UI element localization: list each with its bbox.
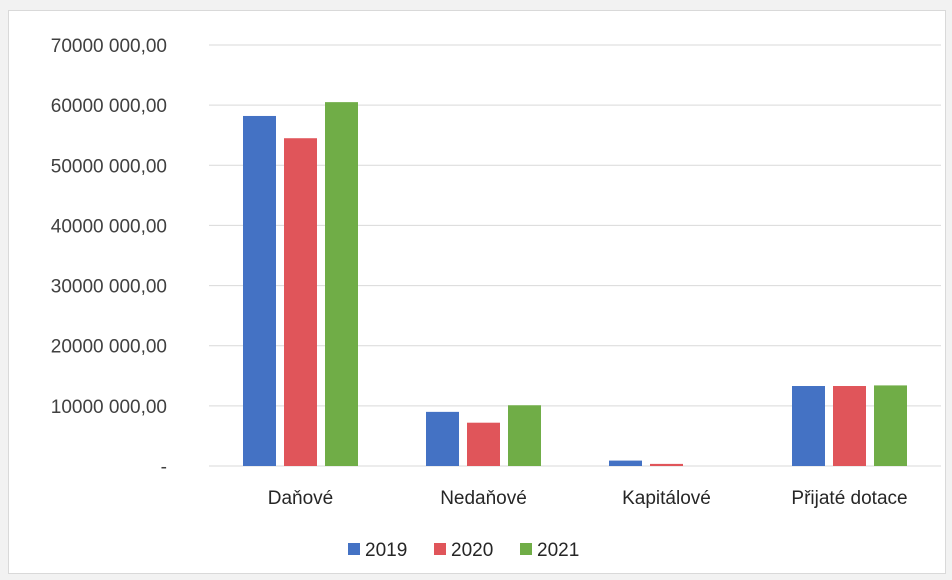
chart-frame: - 10000 000,00 20000 000,00 30000 000,00 400…: [8, 10, 946, 574]
bar-2020-4: [833, 386, 866, 466]
bar-2021-1: [325, 102, 358, 466]
bar-2021-4: [874, 385, 907, 466]
y-tick-label: 70000 000,00: [51, 36, 167, 57]
category-label: Přijaté dotace: [791, 488, 907, 509]
y-tick-label: 20000 000,00: [51, 337, 167, 358]
y-tick-label: 50000 000,00: [51, 156, 167, 177]
bar-chart: - 10000 000,00 20000 000,00 30000 000,00 400…: [51, 36, 941, 561]
legend-swatch-2021: [520, 543, 532, 555]
bar-2019-1: [243, 115, 276, 467]
bar-2021-2: [508, 405, 541, 466]
legend-label-2020: 2020: [451, 540, 493, 561]
x-axis-category-labels: Daňové Nedaňové Kapitálové Přijaté dotace: [268, 488, 908, 509]
bar-2020-2: [467, 422, 500, 466]
bar-2019-2: [426, 411, 459, 466]
y-tick-label: 60000 000,00: [51, 96, 167, 117]
bar-2020-3: [650, 463, 683, 466]
legend-label-2019: 2019: [365, 540, 407, 561]
gridlines: [209, 44, 941, 467]
category-label: Daňové: [268, 488, 334, 509]
bar-2020-1: [284, 138, 317, 466]
y-axis-tick-labels: - 10000 000,00 20000 000,00 30000 000,00 400…: [51, 36, 167, 478]
category-label: Kapitálové: [622, 488, 711, 509]
y-tick-label: 40000 000,00: [51, 216, 167, 237]
y-tick-label: 10000 000,00: [51, 397, 167, 418]
y-tick-label: 30000 000,00: [51, 277, 167, 298]
category-label: Nedaňové: [440, 488, 527, 509]
legend: 2019 2020 2021: [348, 540, 579, 561]
legend-swatch-2020: [434, 543, 446, 555]
y-tick-label: -: [161, 457, 167, 478]
legend-label-2021: 2021: [537, 540, 579, 561]
bar-2019-3: [609, 460, 642, 466]
legend-swatch-2019: [348, 543, 360, 555]
bars: [243, 102, 907, 467]
bar-2019-4: [792, 386, 825, 466]
